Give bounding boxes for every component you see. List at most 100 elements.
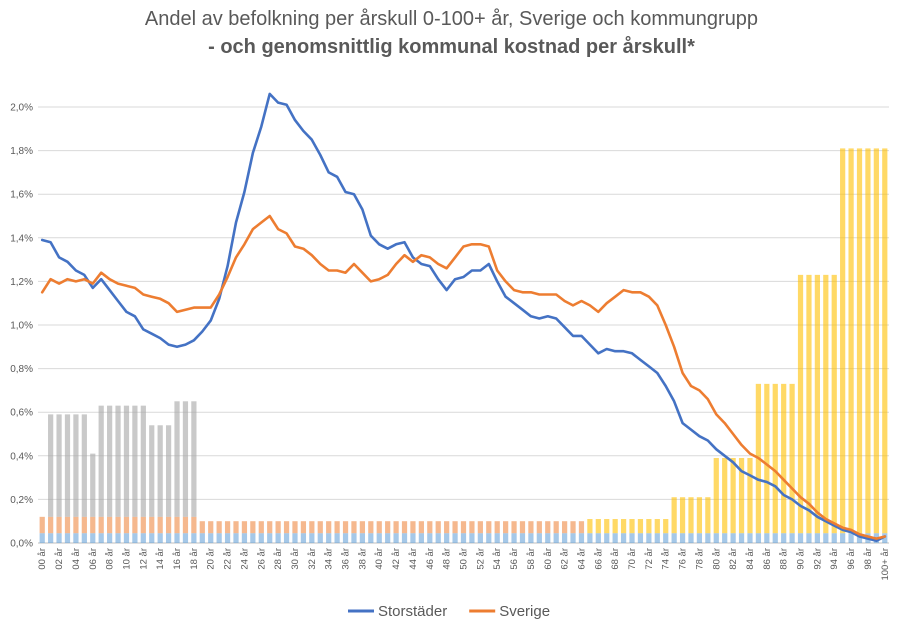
x-tick-label: 10 år bbox=[121, 548, 132, 570]
bar-segment bbox=[149, 533, 155, 543]
cost-bar bbox=[578, 521, 585, 543]
bar-segment bbox=[570, 533, 576, 543]
series-line-sverige bbox=[40, 214, 887, 540]
cost-bar bbox=[671, 497, 677, 543]
cost-bar bbox=[359, 521, 366, 543]
bar-segment bbox=[393, 533, 399, 543]
cost-bar bbox=[115, 405, 121, 543]
bar-segment bbox=[275, 521, 281, 534]
bar-segment bbox=[73, 533, 79, 543]
cost-bar bbox=[663, 519, 669, 543]
bar-segment bbox=[427, 521, 433, 534]
bar-segment bbox=[98, 533, 104, 543]
cost-bar bbox=[73, 414, 79, 543]
x-tick-label: 28 år bbox=[273, 548, 284, 570]
bar-segment bbox=[90, 516, 96, 534]
cost-bar bbox=[300, 521, 307, 543]
bar-segment bbox=[191, 516, 197, 534]
cost-bar bbox=[267, 521, 273, 543]
x-tick-label: 18 år bbox=[189, 548, 200, 570]
x-tick-label: 88 år bbox=[779, 548, 790, 570]
bar-segment bbox=[107, 405, 113, 517]
bar-segment bbox=[705, 497, 711, 534]
bar-segment bbox=[469, 533, 475, 543]
bar-segment bbox=[115, 516, 121, 534]
x-tick-label: 20 år bbox=[206, 548, 217, 570]
cost-bar bbox=[165, 425, 172, 543]
y-tick-label: 0,2% bbox=[10, 495, 33, 506]
cost-bar bbox=[797, 274, 804, 543]
bar-segment bbox=[157, 516, 163, 534]
x-tick-label: 48 år bbox=[442, 548, 453, 570]
cost-bar bbox=[730, 457, 736, 543]
x-tick-label: 72 år bbox=[644, 548, 655, 570]
bar-segment bbox=[696, 533, 703, 543]
bar-segment bbox=[140, 533, 146, 543]
bar-segment bbox=[435, 533, 441, 543]
bar-segment bbox=[39, 533, 45, 543]
bar-segment bbox=[789, 533, 795, 543]
bar-segment bbox=[376, 533, 382, 543]
cost-bar bbox=[503, 521, 509, 543]
cost-bar bbox=[679, 497, 686, 543]
bar-segment bbox=[747, 533, 753, 543]
bar-segment bbox=[671, 533, 677, 543]
cost-bar bbox=[814, 274, 820, 543]
x-tick-label: 58 år bbox=[526, 548, 537, 570]
x-tick-label: 00 år bbox=[37, 548, 48, 570]
chart-subtitle: - och genomsnittlig kommunal kostnad per… bbox=[208, 36, 695, 58]
bar-segment bbox=[283, 521, 290, 534]
cost-bar bbox=[865, 148, 871, 543]
bar-segment bbox=[831, 533, 837, 543]
bar-segment bbox=[107, 516, 113, 534]
bar-segment bbox=[64, 516, 71, 534]
bar-segment bbox=[334, 533, 340, 543]
bar-segment bbox=[132, 516, 138, 534]
y-tick-label: 0,8% bbox=[10, 364, 33, 375]
bar-segment bbox=[696, 497, 703, 534]
bar-segment bbox=[503, 533, 509, 543]
bar-segment bbox=[629, 519, 635, 534]
bar-segment bbox=[772, 383, 778, 534]
cost-bar bbox=[174, 401, 180, 543]
bar-segment bbox=[604, 533, 610, 543]
bar-segment bbox=[856, 148, 863, 534]
bar-segment bbox=[351, 521, 357, 534]
bar-segment bbox=[679, 497, 686, 534]
bar-segment bbox=[292, 533, 298, 543]
cost-bar bbox=[738, 457, 745, 543]
bar-segment bbox=[292, 521, 298, 534]
x-tick-label: 34 år bbox=[324, 548, 335, 570]
y-tick-label: 1,2% bbox=[10, 277, 33, 288]
cost-bar bbox=[713, 457, 719, 543]
bar-segment bbox=[578, 533, 585, 543]
bar-segment bbox=[435, 521, 441, 534]
bar-segment bbox=[115, 533, 121, 543]
bar-segment bbox=[460, 533, 467, 543]
bar-segment bbox=[882, 533, 888, 543]
bar-segment bbox=[738, 457, 745, 534]
bar-segment bbox=[132, 405, 138, 517]
cost-bar bbox=[292, 521, 298, 543]
cost-bar bbox=[772, 383, 778, 543]
bar-segment bbox=[848, 148, 854, 534]
bar-segment bbox=[604, 519, 610, 534]
bar-segment bbox=[578, 521, 585, 534]
cost-bar bbox=[469, 521, 475, 543]
cost-bar bbox=[317, 521, 323, 543]
bar-segment bbox=[174, 401, 180, 517]
bar-segment bbox=[452, 533, 458, 543]
bar-segment bbox=[267, 533, 273, 543]
x-tick-label: 98 år bbox=[863, 548, 874, 570]
x-tick-label: 78 år bbox=[694, 548, 705, 570]
bar-segment bbox=[671, 497, 677, 534]
y-tick-label: 1,8% bbox=[10, 146, 33, 157]
cost-bar bbox=[806, 274, 812, 543]
bar-segment bbox=[418, 521, 424, 534]
x-tick-label: 12 år bbox=[138, 548, 149, 570]
bar-segment bbox=[224, 533, 231, 543]
bar-segment bbox=[48, 414, 54, 517]
cost-bar bbox=[570, 521, 576, 543]
bar-segment bbox=[368, 521, 374, 534]
bar-segment bbox=[182, 516, 189, 534]
